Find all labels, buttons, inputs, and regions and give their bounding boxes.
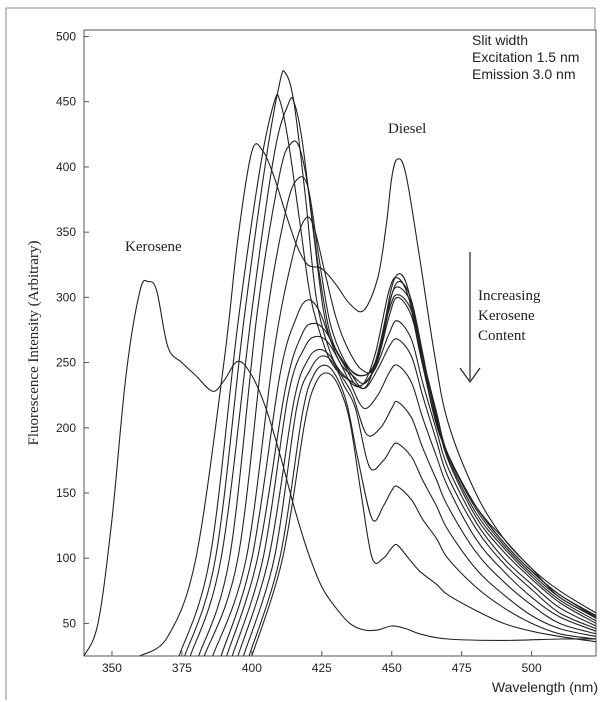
x-tick-label: 375 (172, 661, 192, 675)
y-tick-label: 300 (56, 290, 76, 304)
spectrum-line-13 (242, 355, 597, 657)
slit-emission: Emission 3.0 nm (472, 66, 575, 82)
x-tick-label: 425 (312, 661, 332, 675)
y-tick-label: 250 (56, 356, 76, 370)
spectrum-line-12 (237, 348, 597, 657)
y-tick-label: 350 (56, 225, 76, 239)
x-tick-label: 450 (382, 661, 402, 675)
spectrum-line-1 (83, 279, 597, 657)
arrow-label-line2: Kerosene (478, 308, 535, 324)
x-axis-ticks: 350 375 400 425 450 475 500 (102, 651, 542, 675)
y-tick-label: 100 (56, 551, 76, 565)
trend-arrow (459, 252, 481, 384)
spectrum-line-7 (203, 176, 597, 657)
series-layer (83, 70, 597, 657)
x-axis-label: Wavelength (nm) (492, 679, 598, 695)
diesel-label: Diesel (388, 121, 426, 137)
spectrum-line-11 (231, 335, 597, 657)
x-tick-label: 500 (522, 661, 542, 675)
y-tick-label: 400 (56, 160, 76, 174)
y-tick-label: 150 (56, 486, 76, 500)
spectrum-line-2 (139, 143, 597, 657)
spectrum-line-15 (251, 372, 597, 657)
y-tick-label: 450 (56, 95, 76, 109)
plot-frame (83, 29, 597, 657)
x-tick-label: 350 (102, 661, 122, 675)
y-tick-label: 200 (56, 421, 76, 435)
spectrum-line-9 (220, 299, 597, 657)
trend-arrow-head (459, 367, 481, 384)
spectrum-line-10 (226, 322, 597, 657)
arrow-label-line3: Content (478, 328, 526, 344)
kerosene-label: Kerosene (125, 239, 182, 255)
spectrum-line-14 (248, 364, 597, 657)
spectrum-line-5 (189, 96, 597, 657)
y-axis-ticks: 50 100 150 200 250 300 350 400 450 500 (56, 30, 89, 630)
x-tick-label: 475 (452, 661, 472, 675)
y-tick-label: 50 (63, 616, 77, 630)
slit-width-title: Slit width (472, 32, 528, 48)
arrow-label-line1: Increasing (478, 288, 541, 304)
slit-excitation: Excitation 1.5 nm (472, 49, 579, 65)
spectrum-line-8 (212, 216, 597, 657)
y-tick-label: 500 (56, 30, 76, 44)
y-axis-label: Fluorescence Intensity (Arbitrary) (26, 241, 42, 446)
x-tick-label: 400 (242, 661, 262, 675)
